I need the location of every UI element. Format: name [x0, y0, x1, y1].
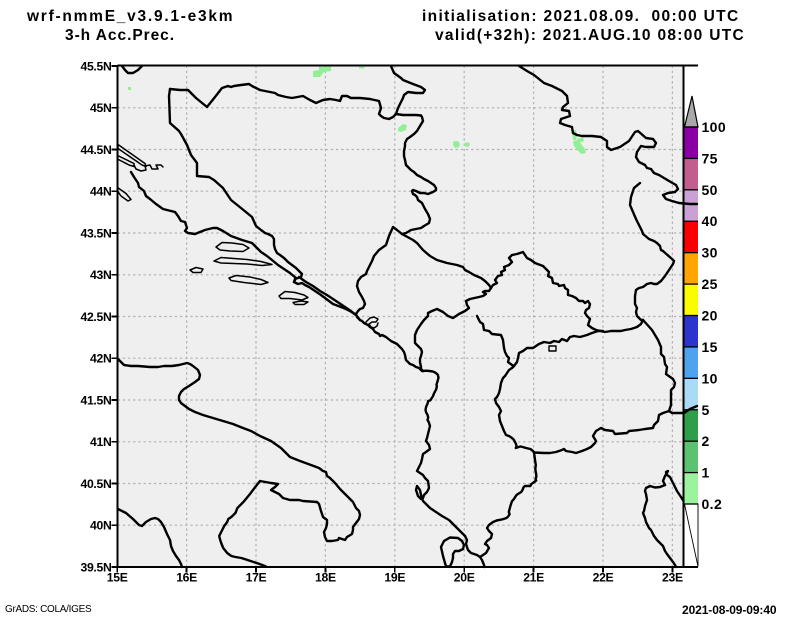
svg-text:2: 2 — [702, 433, 710, 449]
svg-text:0.2: 0.2 — [702, 496, 723, 512]
svg-text:44.5N: 44.5N — [80, 143, 111, 157]
svg-text:40.5N: 40.5N — [80, 477, 111, 491]
svg-text:GrADS: COLA/IGES: GrADS: COLA/IGES — [5, 604, 92, 615]
svg-text:20E: 20E — [454, 571, 475, 585]
svg-text:1: 1 — [702, 465, 710, 481]
svg-text:45.5N: 45.5N — [80, 59, 111, 73]
svg-text:75: 75 — [702, 150, 718, 166]
svg-text:5: 5 — [702, 402, 710, 418]
svg-text:10: 10 — [702, 370, 718, 386]
svg-text:3-h Acc.Prec.: 3-h Acc.Prec. — [65, 27, 175, 44]
svg-text:15E: 15E — [107, 571, 128, 585]
svg-text:16E: 16E — [176, 571, 197, 585]
svg-text:41.5N: 41.5N — [80, 393, 111, 407]
svg-text:41N: 41N — [90, 435, 111, 449]
svg-text:50: 50 — [702, 182, 718, 198]
svg-text:43.5N: 43.5N — [80, 226, 111, 240]
svg-text:42.5N: 42.5N — [80, 310, 111, 324]
svg-text:25: 25 — [702, 276, 718, 292]
svg-text:42N: 42N — [90, 352, 111, 366]
svg-text:40: 40 — [702, 213, 718, 229]
svg-text:44N: 44N — [90, 185, 111, 199]
svg-text:wrf-nmmE_v3.9.1-e3km: wrf-nmmE_v3.9.1-e3km — [26, 8, 234, 25]
svg-text:22E: 22E — [593, 571, 614, 585]
svg-text:30: 30 — [702, 245, 718, 261]
svg-text:2021-08-09-09:40: 2021-08-09-09:40 — [682, 603, 777, 617]
svg-text:15: 15 — [702, 339, 718, 355]
svg-text:19E: 19E — [384, 571, 405, 585]
svg-text:initialisation: 2021.08.09. 0: initialisation: 2021.08.09. 00:00 UTC — [422, 8, 740, 25]
svg-text:39.5N: 39.5N — [80, 560, 111, 574]
svg-text:valid(+32h): 2021.AUG.10 08:00: valid(+32h): 2021.AUG.10 08:00 UTC — [435, 27, 745, 44]
svg-text:40N: 40N — [90, 519, 111, 533]
svg-text:43N: 43N — [90, 268, 111, 282]
svg-text:45N: 45N — [90, 101, 111, 115]
svg-text:20: 20 — [702, 308, 718, 324]
svg-text:23E: 23E — [662, 571, 683, 585]
svg-text:100: 100 — [702, 119, 727, 135]
svg-text:21E: 21E — [523, 571, 544, 585]
svg-text:17E: 17E — [246, 571, 267, 585]
svg-text:18E: 18E — [315, 571, 336, 585]
